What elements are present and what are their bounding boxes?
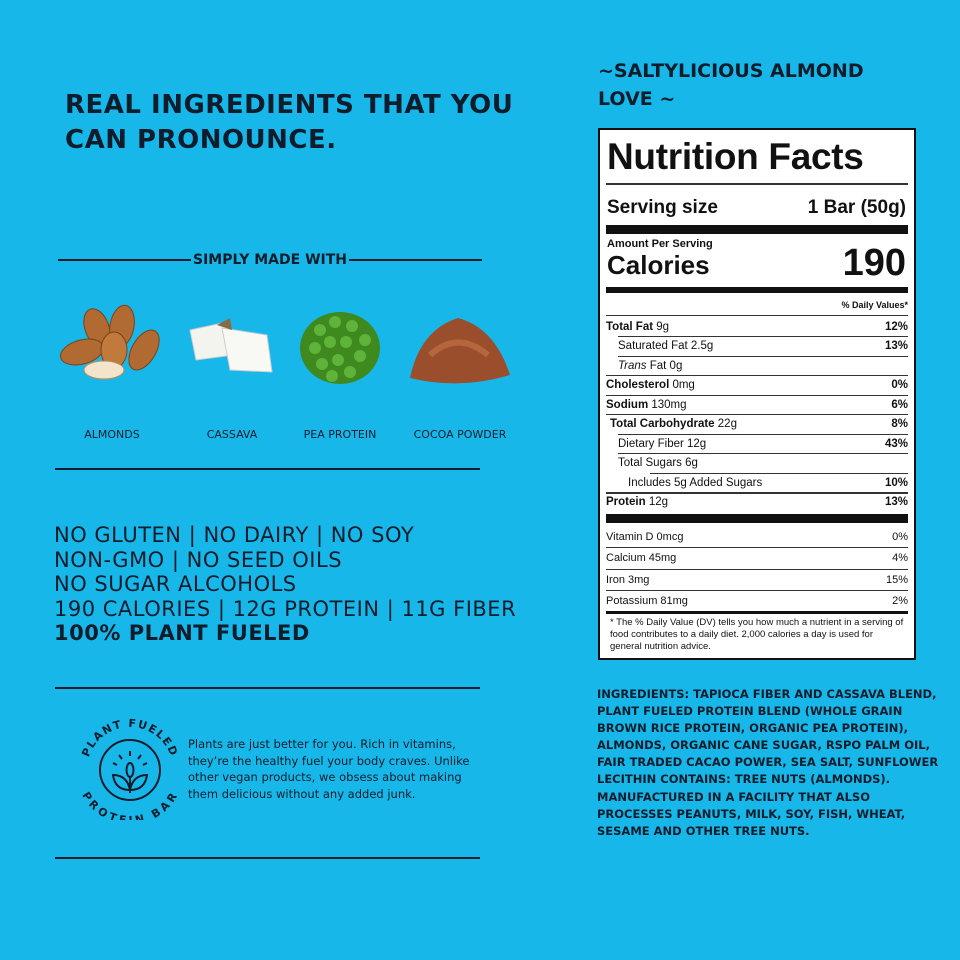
vitamin-row: Vitamin D 0mcg 0% <box>606 526 908 547</box>
vitamin-row: Calcium 45mg 4% <box>606 548 908 569</box>
calories-value: 190 <box>842 242 906 284</box>
nutrition-title: Nutrition Facts <box>607 136 864 177</box>
plant-fueled-badge: PLANT FUELED PROTEIN BAR <box>75 715 185 827</box>
nutrient-row: Dietary Fiber 12g 43% <box>606 434 908 453</box>
divider <box>55 857 480 859</box>
nutrition-facts-label: Nutrition Facts Serving size 1 Bar (50g)… <box>598 128 916 660</box>
divider <box>55 687 480 689</box>
nutrient-row: Sodium 130mg 6% <box>606 395 908 414</box>
vitamin-row: Iron 3mg 15% <box>606 569 908 590</box>
nutrient-name: Total Sugars 6g <box>618 457 698 469</box>
nutrient-row: Total Sugars 6g <box>606 454 908 473</box>
vitamin-name: Iron 3mg <box>606 573 650 586</box>
plant-fueled-description: Plants are just better for you. Rich in … <box>188 737 470 801</box>
ingredient-pea-protein: PEA PROTEIN <box>280 300 400 441</box>
daily-value: 0% <box>892 530 908 543</box>
almonds-image <box>52 300 172 395</box>
daily-value: 15% <box>885 573 908 586</box>
nutrient-row: Saturated Fat 2.5g 13% <box>606 337 908 356</box>
nutrient-name: Total Fat 9g <box>606 320 670 333</box>
simply-made-with-heading: SIMPLY MADE WITH <box>58 252 483 268</box>
peas-image <box>280 300 400 395</box>
divider <box>55 468 480 470</box>
daily-value: 13% <box>884 496 908 508</box>
cassava-image <box>172 300 292 395</box>
serving-size-label: Serving size <box>607 197 718 218</box>
nutrient-row: Protein 12g 13% <box>606 493 908 512</box>
nutrient-row: Cholesterol 0mg 0% <box>606 376 908 395</box>
daily-value: 43% <box>884 437 908 450</box>
nutrient-name: Dietary Fiber 12g <box>618 437 707 450</box>
daily-value: 0% <box>891 379 908 391</box>
ingredients-list: INGREDIENTS: TAPIOCA FIBER AND CASSAVA B… <box>597 687 939 838</box>
vitamin-name: Potassium 81mg <box>606 595 688 607</box>
claims-list: NO GLUTEN | NO DAIRY | NO SOY NON-GMO | … <box>54 523 517 645</box>
daily-value: 13% <box>884 340 908 352</box>
nutrient-name: Sodium 130mg <box>606 398 687 411</box>
footnote: * The % Daily Value (DV) tells you how m… <box>610 617 904 652</box>
calories-label: Calories <box>607 250 710 280</box>
serving-size-value: 1 Bar (50g) <box>807 197 906 218</box>
daily-value: 4% <box>892 552 908 564</box>
daily-value: 6% <box>891 398 908 411</box>
vitamin-row: Potassium 81mg 2% <box>606 591 908 612</box>
nutrient-name: Trans Fat 0g <box>618 359 683 372</box>
vitamin-name: Calcium 45mg <box>606 552 677 564</box>
cocoa-powder-image <box>400 300 520 395</box>
nutrient-name: Includes 5g Added Sugars <box>628 476 763 489</box>
nutrient-row: Includes 5g Added Sugars 10% <box>606 473 908 492</box>
daily-value: 10% <box>884 476 908 489</box>
nutrient-row: Total Carbohydrate 22g 8% <box>606 415 908 434</box>
ingredient-cocoa-powder: COCOA POWDER <box>400 300 520 441</box>
daily-value: 12% <box>884 320 908 333</box>
ingredient-almonds: ALMONDS <box>52 300 172 441</box>
product-flavor-heading: ~SALTYLICIOUS ALMOND LOVE ~ <box>598 60 864 110</box>
nutrient-name: Total Carbohydrate 22g <box>610 418 737 430</box>
nutrient-row: Trans Fat 0g <box>606 356 908 375</box>
vitamin-name: Vitamin D 0mcg <box>606 530 684 543</box>
daily-value: 2% <box>892 595 908 607</box>
nutrient-row: Total Fat 9g 12% <box>606 317 908 336</box>
nutrient-name: Cholesterol 0mg <box>606 379 695 391</box>
daily-value: 8% <box>891 418 908 430</box>
page-title: REAL INGREDIENTS THAT YOU CAN PRONOUNCE. <box>65 90 514 155</box>
nutrient-name: Protein 12g <box>606 496 669 508</box>
svg-text:PROTEIN BAR: PROTEIN BAR <box>79 789 180 820</box>
ingredient-cassava: CASSAVA <box>172 300 292 441</box>
nutrient-name: Saturated Fat 2.5g <box>618 340 714 352</box>
